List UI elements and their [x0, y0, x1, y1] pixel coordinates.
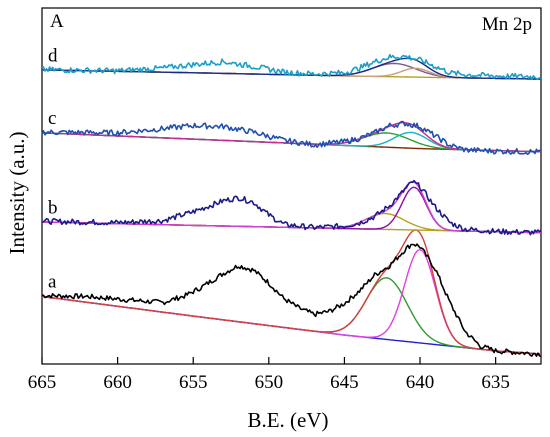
- spectrum-a: a: [41, 229, 542, 357]
- spectrum-a-fit-peak-1: [41, 277, 542, 355]
- y-axis-title: Intensity (a.u.): [5, 131, 29, 254]
- spectrum-label-a: a: [48, 272, 57, 293]
- annotation-mn2p: Mn 2p: [482, 14, 532, 35]
- spectrum-d-raw: [41, 53, 542, 80]
- spectra-layer: a b c d: [41, 46, 542, 357]
- spectrum-c: c: [41, 108, 542, 155]
- plot-area: a b c d 665 660 655 650 645 640 635: [28, 7, 542, 393]
- spectrum-b: b: [41, 179, 542, 236]
- spectrum-a-baseline: [41, 295, 542, 355]
- x-tick-label: 650: [255, 372, 284, 393]
- spectrum-c-fit-envelope: [41, 122, 542, 153]
- x-tick-label: 660: [103, 372, 132, 393]
- spectrum-b-raw: [41, 179, 542, 236]
- x-axis-ticks: 665 660 655 650 645 640 635: [28, 357, 510, 393]
- x-tick-label: 635: [481, 372, 510, 393]
- x-tick-label: 640: [406, 372, 435, 393]
- spectrum-a-raw: [41, 243, 542, 357]
- x-tick-label: 645: [330, 372, 359, 393]
- spectrum-c-raw: [41, 120, 542, 155]
- x-tick-label: 655: [179, 372, 208, 393]
- plot-frame: [41, 7, 542, 365]
- spectrum-label-b: b: [48, 197, 58, 218]
- x-axis-title: B.E. (eV): [247, 408, 328, 432]
- spectrum-label-d: d: [48, 46, 58, 67]
- spectrum-a-fit-peak-2: [41, 249, 542, 355]
- spectrum-label-c: c: [48, 108, 56, 129]
- spectrum-d: d: [41, 46, 542, 80]
- spectrum-b-fit-envelope: [42, 181, 542, 234]
- panel-label: A: [50, 11, 64, 32]
- spectrum-a-fit-envelope: [41, 229, 542, 355]
- x-tick-label: 665: [28, 372, 57, 393]
